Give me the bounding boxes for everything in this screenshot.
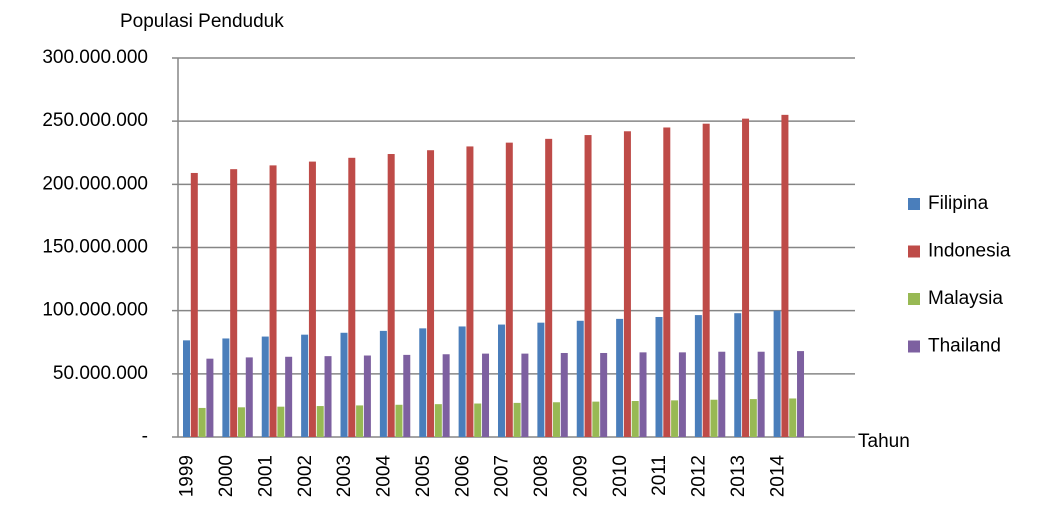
x-tick-label: 2009 [570,455,591,497]
bar [592,401,600,437]
bar [655,316,663,437]
x-tick-label: 2002 [295,455,316,497]
x-tick-label: 2010 [610,455,631,497]
y-tick-label: 100.000.000 [42,300,148,321]
x-tick-label: 2007 [492,455,513,497]
bar [466,146,474,437]
bar [230,169,238,437]
bar [403,354,411,437]
bar [482,353,490,437]
bar [190,172,198,438]
bar [474,403,482,437]
bar [308,161,316,438]
x-axis-label: Tahun [858,431,910,452]
bar [340,332,348,437]
bar [600,352,608,437]
bar [521,353,529,437]
bar [387,154,395,437]
x-tick-label: 2013 [728,455,749,497]
bar [639,352,647,437]
y-tick-label: - [142,426,148,447]
bar [356,405,364,437]
bar [576,320,584,437]
bar [623,131,631,438]
x-tick-label: 2008 [531,455,552,497]
bar [183,340,190,437]
y-axis-label: Populasi Penduduk [120,11,284,32]
bar [560,352,568,437]
bar [663,127,671,437]
bar [552,402,560,437]
bar [434,404,442,437]
y-tick-label: 300.000.000 [42,47,148,68]
bar [584,135,592,437]
bar [206,358,214,437]
bar [537,322,545,437]
legend-label: Thailand [928,336,1001,357]
legend-key [908,245,920,258]
bar [245,357,253,437]
bar [269,165,277,437]
bar [222,338,230,437]
bar [513,402,521,437]
x-tick-label: 2011 [649,455,670,496]
x-tick-label: 2012 [689,455,710,497]
bar [363,355,371,437]
bar [348,157,356,437]
bar [749,399,757,437]
bar [395,404,403,437]
x-tick-label: 2004 [374,455,395,498]
bar [198,407,206,437]
bar [285,356,293,437]
bar [710,399,718,437]
bar [324,356,332,437]
bar [419,328,427,437]
x-tick-label: 2014 [767,455,788,498]
x-tick-label: 2006 [452,455,473,497]
legend-key [908,293,920,305]
x-tick-label: 1999 [177,455,198,497]
bar [694,315,702,437]
bar [702,123,710,438]
bar [631,400,639,437]
bar [505,142,513,438]
y-tick-label: 50.000.000 [53,363,148,384]
legend-label: Filipina [928,193,989,214]
bar [316,406,324,437]
x-tick-label: 2003 [334,455,355,497]
bar [237,407,245,437]
bar [757,351,765,437]
y-tick-label: 150.000.000 [42,237,148,258]
bar [442,354,450,437]
bar [261,336,269,437]
bar [427,150,435,437]
bar [616,318,624,437]
bar [545,138,553,437]
y-tick-label: 200.000.000 [42,173,148,194]
bar [379,330,387,437]
legend-key [908,340,920,353]
bar [734,313,742,437]
bar [797,351,805,437]
legend-key [908,198,920,210]
bar [781,114,789,437]
x-tick-label: 2005 [413,455,434,497]
bar [678,352,686,437]
bar [458,326,466,437]
bar [498,324,505,437]
bar [742,118,750,437]
x-tick-label: 2000 [216,455,237,497]
bar [671,400,679,437]
legend-label: Indonesia [928,241,1011,262]
bar [277,406,285,437]
bar [789,398,797,437]
x-tick-label: 2001 [255,455,276,497]
bar [301,334,309,437]
bar [718,351,726,437]
legend-label: Malaysia [928,288,1003,309]
bar [773,310,781,437]
y-tick-label: 250.000.000 [42,110,148,131]
